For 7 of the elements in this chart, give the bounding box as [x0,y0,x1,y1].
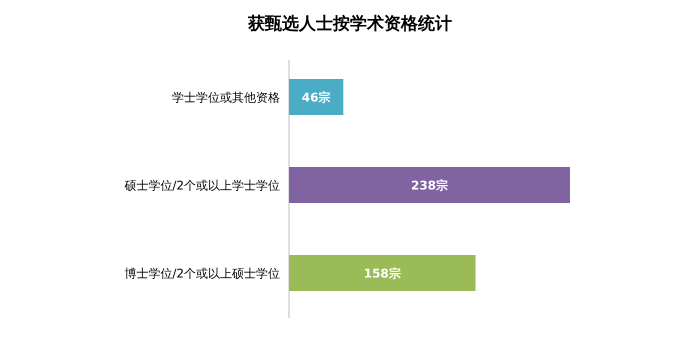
data-label: 158宗 [364,266,401,280]
data-label: 46宗 [302,90,331,104]
chart-title: 获甄选人士按学术资格统计 [247,14,452,34]
y-tick-label: 学士学位或其他资格 [172,90,280,104]
y-tick-label: 硕士学位/2个或以上学士学位 [123,178,280,192]
data-label: 238宗 [410,178,448,192]
y-tick-label: 博士学位/2个或以上硕士学位 [124,266,280,280]
